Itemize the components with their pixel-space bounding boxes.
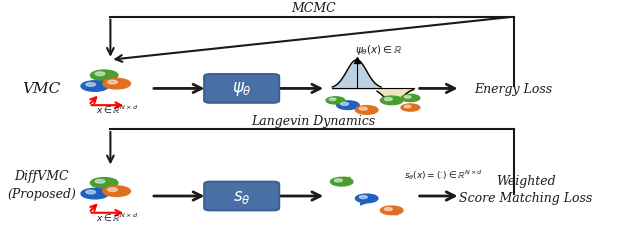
Circle shape [95, 180, 105, 184]
Circle shape [355, 194, 378, 203]
Circle shape [103, 79, 131, 90]
Text: Energy Loss: Energy Loss [474, 82, 553, 96]
Text: MCMC: MCMC [291, 2, 336, 15]
Circle shape [385, 208, 392, 211]
Text: Weighted
Score Matching Loss: Weighted Score Matching Loss [460, 174, 593, 204]
Text: Langevin Dynamics: Langevin Dynamics [252, 114, 376, 127]
FancyBboxPatch shape [204, 182, 279, 210]
Circle shape [86, 83, 95, 87]
Circle shape [86, 190, 95, 194]
Text: DiffVMC
(Proposed): DiffVMC (Proposed) [7, 169, 76, 200]
Text: $x \in \mathbb{R}^{N\times d}$: $x \in \mathbb{R}^{N\times d}$ [95, 210, 138, 223]
Text: $x \in \mathbb{R}^{N\times d}$: $x \in \mathbb{R}^{N\times d}$ [95, 103, 138, 116]
Circle shape [108, 81, 117, 84]
FancyBboxPatch shape [204, 75, 279, 103]
Circle shape [103, 186, 131, 197]
Circle shape [330, 99, 336, 101]
Circle shape [81, 82, 109, 92]
Circle shape [95, 72, 105, 76]
Circle shape [90, 71, 118, 81]
Circle shape [90, 178, 118, 188]
Text: $\psi_\theta(x) \in \mathbb{R}$: $\psi_\theta(x) \in \mathbb{R}$ [355, 43, 403, 57]
Text: $s_\theta$: $s_\theta$ [233, 188, 250, 205]
Circle shape [81, 188, 109, 199]
Circle shape [340, 103, 349, 106]
Circle shape [330, 178, 353, 186]
Text: VMC: VMC [22, 82, 61, 96]
Circle shape [360, 196, 367, 199]
Text: $\psi_\theta$: $\psi_\theta$ [232, 80, 252, 98]
Circle shape [385, 98, 392, 101]
Circle shape [108, 188, 117, 192]
Circle shape [401, 95, 420, 102]
Circle shape [355, 106, 378, 115]
Circle shape [337, 102, 359, 110]
Circle shape [380, 97, 403, 105]
Text: $s_\theta(x) = \binom{\cdot}{\cdot} \in \mathbb{R}^{N\times d}$: $s_\theta(x) = \binom{\cdot}{\cdot} \in … [404, 168, 483, 181]
Circle shape [360, 108, 367, 111]
Circle shape [326, 98, 345, 104]
Circle shape [380, 206, 403, 215]
Circle shape [401, 104, 420, 112]
Circle shape [334, 179, 342, 182]
Circle shape [404, 96, 411, 99]
Circle shape [404, 106, 411, 108]
